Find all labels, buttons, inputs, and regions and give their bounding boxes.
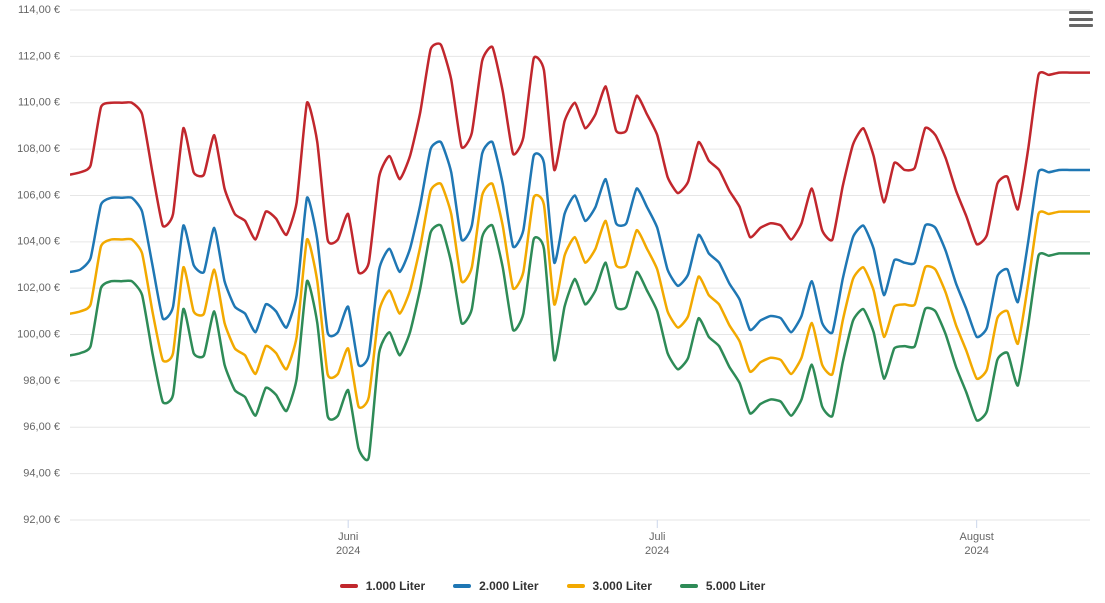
legend-label: 1.000 Liter xyxy=(366,579,425,593)
legend-label: 3.000 Liter xyxy=(593,579,652,593)
y-axis-tick-label: 108,00 € xyxy=(17,143,60,155)
y-axis-tick-label: 102,00 € xyxy=(17,282,60,294)
legend-swatch xyxy=(567,584,585,588)
legend-label: 2.000 Liter xyxy=(479,579,538,593)
y-axis-tick-label: 114,00 € xyxy=(18,4,60,16)
legend-item[interactable]: 1.000 Liter xyxy=(340,579,425,593)
hamburger-icon xyxy=(1069,24,1093,27)
legend-swatch xyxy=(340,584,358,588)
y-axis-tick-label: 100,00 € xyxy=(17,328,60,340)
series-line xyxy=(70,44,1090,274)
line-chart: 92,00 € 94,00 € 96,00 € 98,00 € 100,00 € 102,… xyxy=(0,0,1105,603)
x-axis-tick-label: Juni xyxy=(338,531,358,543)
legend-label: 5.000 Liter xyxy=(706,579,765,593)
y-axis-tick-label: 104,00 € xyxy=(17,236,60,248)
x-axis-tick-label: August xyxy=(960,531,994,543)
y-axis-tick-label: 96,00 € xyxy=(23,421,60,433)
y-axis-tick-label: 106,00 € xyxy=(17,189,60,201)
legend: 1.000 Liter 2.000 Liter 3.000 Liter 5.000 L… xyxy=(0,577,1105,593)
legend-item[interactable]: 2.000 Liter xyxy=(453,579,538,593)
x-axis-tick-label: 2024 xyxy=(336,545,360,557)
x-axis-tick-label: 2024 xyxy=(645,545,669,557)
y-axis-tick-label: 92,00 € xyxy=(23,514,60,526)
chart-menu-button[interactable] xyxy=(1069,8,1093,30)
series-line xyxy=(70,183,1090,407)
chart-container: 92,00 € 94,00 € 96,00 € 98,00 € 100,00 € 102,… xyxy=(0,0,1105,603)
legend-item[interactable]: 5.000 Liter xyxy=(680,579,765,593)
x-axis-tick-label: Juli xyxy=(649,531,666,543)
y-axis-tick-label: 98,00 € xyxy=(23,375,60,387)
x-axis-tick-label: 2024 xyxy=(964,545,988,557)
y-axis-tick-label: 112,00 € xyxy=(18,50,60,62)
hamburger-icon xyxy=(1069,18,1093,21)
series-line xyxy=(70,225,1090,460)
legend-swatch xyxy=(453,584,471,588)
legend-item[interactable]: 3.000 Liter xyxy=(567,579,652,593)
legend-swatch xyxy=(680,584,698,588)
y-axis-tick-label: 94,00 € xyxy=(23,468,60,480)
y-axis-tick-label: 110,00 € xyxy=(18,97,60,109)
hamburger-icon xyxy=(1069,11,1093,14)
